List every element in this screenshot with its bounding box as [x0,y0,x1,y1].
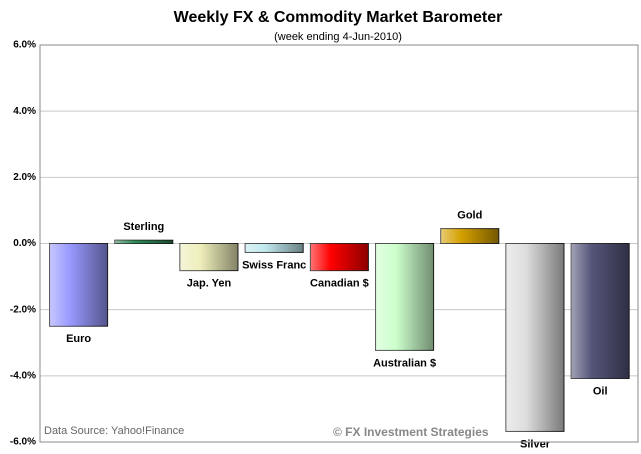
bar [244,243,304,253]
bar [179,243,239,272]
category-label: Euro [66,333,91,345]
y-tick-label: -2.0% [10,304,36,315]
bar [375,243,435,351]
bar [570,243,630,379]
bar [49,243,109,327]
y-tick-label: 0.0% [13,238,36,249]
category-label: Jap. Yen [187,278,232,290]
y-tick-label: -4.0% [10,370,36,381]
source-note: Data Source: Yahoo!Finance [44,425,184,437]
chart-title: Weekly FX & Commodity Market Barometer [174,9,503,26]
y-tick-label: -6.0% [10,437,36,448]
watermark: © FX Investment Strategies [333,425,489,439]
bar [309,243,369,272]
category-label: Australian $ [373,357,436,369]
y-tick-label: 2.0% [13,172,36,183]
y-tick-label: 4.0% [13,106,36,117]
category-label: Oil [593,385,608,397]
chart-subtitle: (week ending 4-Jun-2010) [274,31,402,43]
category-label: Swiss Franc [242,259,306,271]
bar [505,243,565,432]
bar [114,239,174,244]
category-label: Sterling [123,221,164,233]
category-label: Silver [520,438,551,450]
y-tick-label: 6.0% [13,40,36,51]
bar [440,228,500,245]
category-label: Gold [457,210,482,222]
plot-border [39,44,639,443]
category-label: Canadian $ [310,278,369,290]
